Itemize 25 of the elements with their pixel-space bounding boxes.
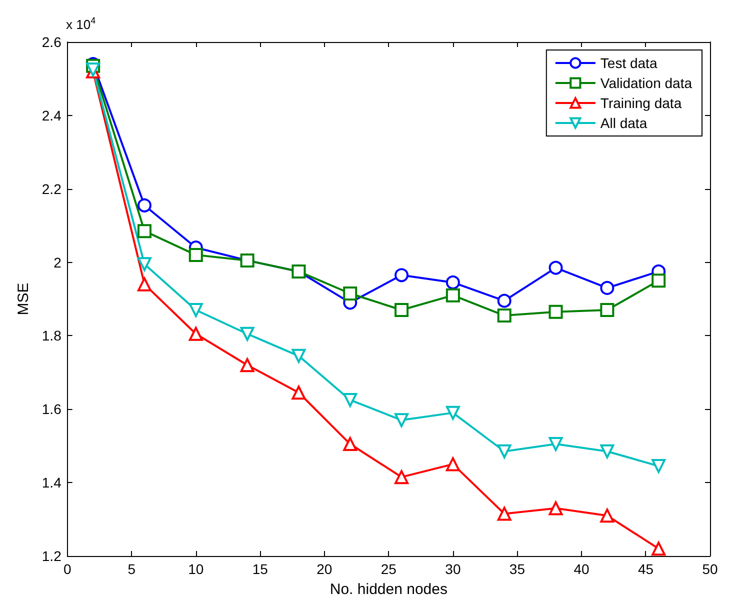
x-tick-label: 50: [702, 561, 718, 577]
y-axis-title: MSE: [15, 282, 32, 316]
legend-label: All data: [600, 115, 648, 131]
y-tick-label: 2: [54, 254, 62, 270]
x-tick-label: 5: [128, 561, 136, 577]
x-tick-label: 45: [638, 561, 654, 577]
y-tick-label: 2.4: [42, 107, 62, 124]
x-tick-label: 30: [445, 561, 461, 577]
y-tick-label: 2.2: [42, 180, 62, 197]
x-tick-label: 15: [252, 561, 268, 577]
y-tick-label: 2.6: [42, 34, 62, 50]
x-tick-label: 35: [509, 561, 526, 577]
y-tick-label: 1.6: [42, 401, 62, 418]
y-tick-label: 1.2: [42, 548, 62, 564]
legend-label: Validation data: [600, 75, 692, 91]
legend-label: Test data: [600, 55, 658, 71]
x-tick-label: 0: [63, 561, 72, 577]
x-tick-label: 40: [574, 561, 590, 577]
x-tick-label: 20: [316, 561, 332, 577]
x-tick-label: 25: [380, 561, 397, 577]
y-tick-label: 1.4: [42, 474, 62, 491]
y-tick-label: 1.8: [42, 328, 62, 344]
x-tick-label: 10: [188, 561, 204, 577]
legend-label: Training data: [600, 95, 682, 111]
x-axis-title: No. hidden nodes: [330, 581, 448, 598]
